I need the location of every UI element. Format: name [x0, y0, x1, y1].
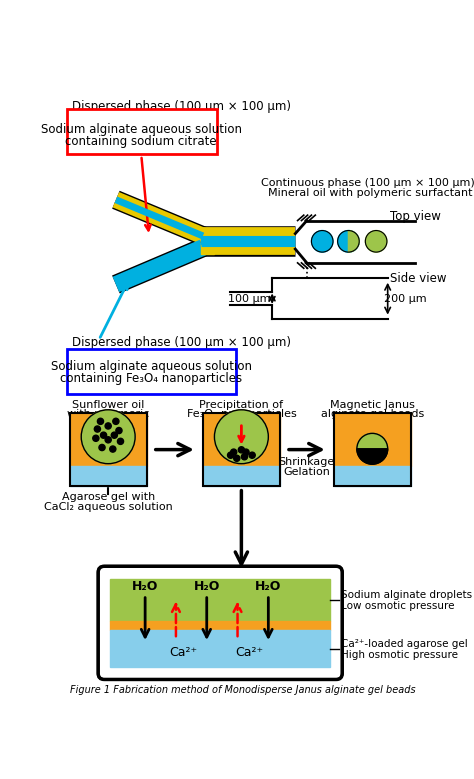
Circle shape — [241, 453, 247, 460]
Text: Ca²⁺: Ca²⁺ — [170, 647, 198, 660]
Text: Shrinkage: Shrinkage — [279, 457, 335, 467]
Circle shape — [228, 452, 234, 458]
Polygon shape — [357, 449, 388, 464]
FancyBboxPatch shape — [66, 109, 217, 153]
Text: Low osmotic pressure: Low osmotic pressure — [341, 601, 455, 611]
Bar — [110, 621, 330, 630]
Text: CaCl₂ aqueous solution: CaCl₂ aqueous solution — [44, 502, 173, 512]
Text: 200 μm: 200 μm — [384, 294, 427, 304]
Circle shape — [337, 231, 359, 252]
Polygon shape — [201, 238, 214, 245]
Bar — [334, 466, 411, 486]
Text: H₂O: H₂O — [132, 580, 158, 593]
Text: alginate gel beads: alginate gel beads — [320, 409, 424, 419]
Text: Continuous phase (100 μm × 100 μm): Continuous phase (100 μm × 100 μm) — [261, 178, 474, 189]
Circle shape — [231, 449, 237, 455]
Bar — [334, 413, 411, 466]
Circle shape — [81, 410, 135, 464]
Circle shape — [238, 446, 245, 453]
Text: 100 μm: 100 μm — [228, 294, 270, 304]
Text: Side view: Side view — [390, 272, 447, 285]
Text: Ca²⁺-loaded agarose gel: Ca²⁺-loaded agarose gel — [341, 639, 468, 649]
Text: Magnetic Janus: Magnetic Janus — [330, 400, 415, 410]
Text: Sodium alginate droplets: Sodium alginate droplets — [341, 590, 473, 600]
Circle shape — [100, 432, 107, 439]
Circle shape — [116, 428, 122, 434]
Text: Gelation: Gelation — [283, 467, 330, 477]
Text: H₂O: H₂O — [193, 580, 220, 593]
Text: Dispersed phase (100 μm × 100 μm): Dispersed phase (100 μm × 100 μm) — [72, 100, 291, 113]
Bar — [110, 630, 330, 667]
Circle shape — [99, 445, 105, 450]
Bar — [334, 413, 411, 486]
Text: Ca²⁺: Ca²⁺ — [235, 647, 263, 660]
Text: surfactant: surfactant — [80, 418, 137, 428]
Polygon shape — [357, 433, 388, 449]
Bar — [203, 466, 280, 486]
Text: containing sodium citrate: containing sodium citrate — [65, 135, 217, 148]
Circle shape — [118, 439, 124, 445]
Text: containing Fe₃O₄ nanoparticles: containing Fe₃O₄ nanoparticles — [60, 372, 242, 385]
Circle shape — [311, 231, 333, 252]
Text: Mineral oil with polymeric surfactant: Mineral oil with polymeric surfactant — [268, 189, 473, 198]
FancyBboxPatch shape — [98, 566, 342, 679]
Circle shape — [94, 426, 100, 432]
Text: Dispersed phase (100 μm × 100 μm): Dispersed phase (100 μm × 100 μm) — [72, 336, 291, 349]
Polygon shape — [348, 231, 359, 252]
Text: Sunflower oil: Sunflower oil — [72, 400, 145, 410]
Circle shape — [111, 432, 118, 439]
Bar — [203, 413, 280, 466]
Text: Sodium alginate aqueous solution: Sodium alginate aqueous solution — [51, 361, 252, 373]
Text: Figure 1 Fabrication method of Monodisperse Janus alginate gel beads: Figure 1 Fabrication method of Monodispe… — [70, 685, 416, 695]
Bar — [70, 466, 146, 486]
Text: Sodium alginate aqueous solution: Sodium alginate aqueous solution — [41, 123, 242, 136]
Circle shape — [214, 410, 268, 464]
Circle shape — [109, 446, 116, 452]
Polygon shape — [201, 229, 214, 254]
Text: Top view: Top view — [390, 210, 441, 223]
Circle shape — [113, 418, 119, 425]
Circle shape — [249, 452, 255, 458]
Circle shape — [97, 418, 103, 425]
FancyBboxPatch shape — [66, 349, 236, 393]
Text: High osmotic pressure: High osmotic pressure — [341, 650, 458, 660]
Text: Agarose gel with: Agarose gel with — [62, 492, 155, 502]
Bar — [110, 579, 330, 621]
Text: Precipitation of: Precipitation of — [200, 400, 283, 410]
Bar — [203, 413, 280, 486]
Circle shape — [93, 435, 99, 442]
Bar — [70, 413, 146, 486]
Circle shape — [234, 455, 240, 461]
Circle shape — [243, 449, 249, 455]
Circle shape — [105, 437, 111, 443]
Bar — [70, 413, 146, 466]
Text: Fe₃O₄ nanoparticles: Fe₃O₄ nanoparticles — [186, 409, 296, 419]
Text: with polymeric: with polymeric — [67, 409, 149, 419]
Circle shape — [365, 231, 387, 252]
Circle shape — [105, 423, 111, 429]
Text: H₂O: H₂O — [255, 580, 282, 593]
